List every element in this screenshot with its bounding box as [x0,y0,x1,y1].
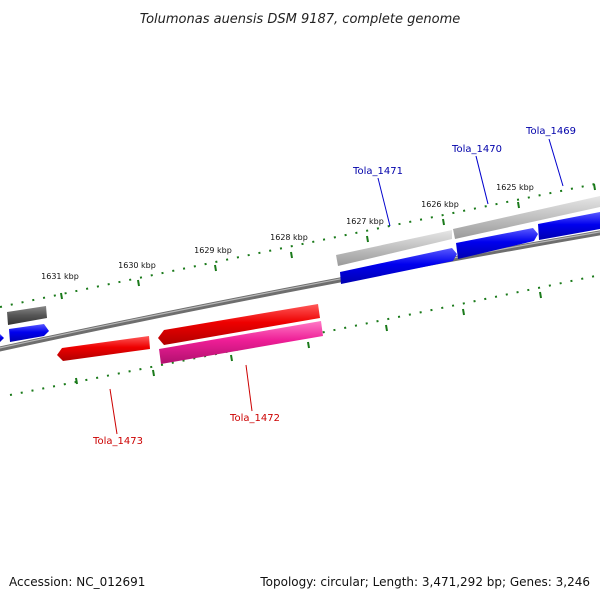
cds-arrow-tola-1469[interactable] [538,212,600,240]
cds-arrow-tola-1473[interactable] [57,336,150,361]
major-tick [137,279,140,287]
genome-backbone-highlight [0,231,600,349]
gene-bar-tola-1472[interactable] [159,321,323,364]
major-tick [214,264,217,272]
map-title: Tolumonas auensis DSM 9187, complete gen… [140,12,461,27]
gene-label-tola-1471[interactable]: Tola_1471 [352,166,403,177]
major-tick [385,324,388,332]
major-tick [539,291,542,299]
genome-backbone [0,230,600,352]
major-tick [517,201,520,209]
leader-tola-1473 [109,388,118,435]
major-tick [307,341,310,349]
gene-bar-tola-1470-1469[interactable] [453,196,600,239]
leader-tola-1472 [245,364,253,412]
tick-label-1628: 1628 kbp [270,233,308,242]
major-tick [593,183,596,191]
cds-arrow-left[interactable] [9,324,49,342]
tick-label-1631: 1631 kbp [41,272,79,281]
gene-label-tola-1473[interactable]: Tola_1473 [92,436,143,447]
leader-tola-1471 [377,177,391,227]
major-tick [442,218,445,226]
scale-major-ticks [60,183,596,385]
cds-arrow-left-partial[interactable] [0,334,4,342]
gene-label-tola-1472[interactable]: Tola_1472 [229,413,280,424]
tick-label-1625: 1625 kbp [496,183,534,192]
major-tick [230,354,233,362]
cds-arrow-tola-1471[interactable] [340,248,457,284]
tick-label-1627: 1627 kbp [346,217,384,226]
major-tick [290,251,293,259]
gene-bar-tola-1471[interactable] [336,230,452,266]
tick-label-1626: 1626 kbp [421,200,459,209]
gene-label-tola-1469[interactable]: Tola_1469 [525,126,576,137]
major-tick [60,292,63,300]
tick-label-1630: 1630 kbp [118,261,156,270]
cds-arrow-tola-1470[interactable] [456,228,538,259]
major-tick [75,377,78,385]
leader-tola-1469 [548,138,564,187]
major-tick [152,369,155,377]
accession-text: Accession: NC_012691 [9,575,145,589]
gene-bar-left[interactable] [7,306,47,325]
cds-arrow-tola-1472[interactable] [158,304,320,345]
gene-label-tola-1470[interactable]: Tola_1470 [451,144,502,155]
major-tick [462,308,465,316]
major-tick [366,235,369,243]
topology-summary: Topology: circular; Length: 3,471,292 bp… [259,575,590,589]
tick-label-1629: 1629 kbp [194,246,232,255]
leader-tola-1470 [475,155,489,205]
